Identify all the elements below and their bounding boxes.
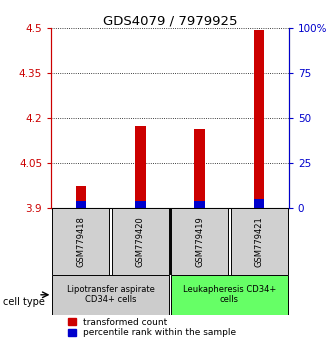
Bar (231, 209, 287, 275)
Bar (254, 199, 264, 209)
Bar (135, 126, 146, 209)
Legend: transformed count, percentile rank within the sample: transformed count, percentile rank withi… (68, 318, 236, 337)
Text: GSM779418: GSM779418 (76, 216, 85, 267)
Text: GSM779421: GSM779421 (254, 216, 264, 267)
Bar (171, 209, 228, 275)
Bar (76, 201, 86, 209)
Bar (194, 201, 205, 209)
Text: Leukapheresis CD34+
cells: Leukapheresis CD34+ cells (183, 285, 276, 304)
Bar (135, 201, 146, 209)
Bar (171, 275, 287, 315)
Text: Lipotransfer aspirate
CD34+ cells: Lipotransfer aspirate CD34+ cells (67, 285, 154, 304)
Bar (112, 209, 169, 275)
Text: cell type: cell type (3, 297, 45, 307)
Bar (194, 129, 205, 209)
Bar (254, 30, 264, 209)
Bar (76, 186, 86, 209)
Text: GSM779419: GSM779419 (195, 216, 204, 267)
Text: GSM779420: GSM779420 (136, 216, 145, 267)
Bar (52, 275, 169, 315)
Bar (52, 209, 109, 275)
Title: GDS4079 / 7979925: GDS4079 / 7979925 (103, 14, 237, 27)
